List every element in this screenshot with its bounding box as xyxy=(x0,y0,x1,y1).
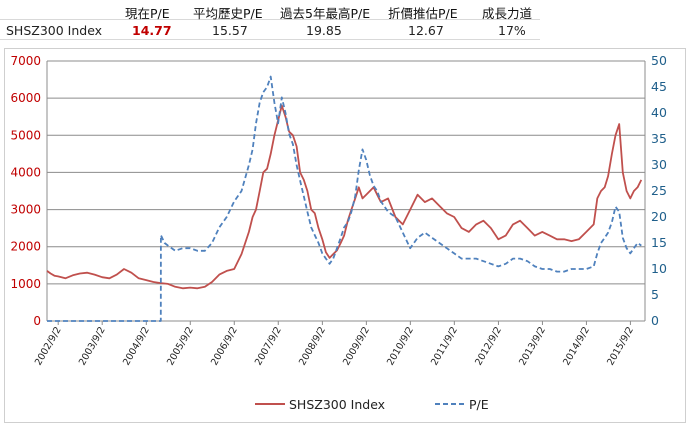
x-tick-label: 2007/9/2 xyxy=(253,325,284,367)
y-left-tick-label: 2000 xyxy=(10,240,41,254)
chart-area: 0 1000 2000 3000 4000 5000 6000 7000 0 5 10 15 20 25 3… xyxy=(4,48,686,423)
stats-table: 現在P/E 平均歷史P/E 過去5年最高P/E 折價推估P/E 成長力道 SHS… xyxy=(0,0,686,40)
stats-index-label: SHSZ300 Index xyxy=(6,23,103,38)
x-tick-label: 2009/9/2 xyxy=(341,325,372,367)
y-right-tick-label: 40 xyxy=(651,105,667,120)
y-right-tick-label: 0 xyxy=(651,313,659,328)
x-tick-label: 2014/9/2 xyxy=(561,325,592,367)
x-tick-label: 2010/9/2 xyxy=(385,325,416,367)
stats-value-5y-high-pe: 19.85 xyxy=(306,23,342,38)
stats-header-discount-pe: 折價推估P/E xyxy=(388,6,458,21)
legend-label: SHSZ300 Index xyxy=(289,397,385,412)
x-tick-label: 2013/9/2 xyxy=(517,325,548,367)
y-right-tick-label: 50 xyxy=(651,53,667,68)
y-right-tick-label: 5 xyxy=(651,287,659,302)
stats-divider xyxy=(0,19,540,20)
legend-label: P/E xyxy=(469,397,489,412)
y-left-tick-label: 3000 xyxy=(10,203,41,217)
y-right-tick-label: 15 xyxy=(651,235,667,250)
line-chart: 0 1000 2000 3000 4000 5000 6000 7000 0 5 10 15 20 25 3… xyxy=(10,53,667,412)
stats-header-growth: 成長力道 xyxy=(482,6,533,21)
y-left-tick-label: 4000 xyxy=(10,165,41,179)
x-tick-label: 2015/9/2 xyxy=(605,325,636,367)
x-tick-label: 2008/9/2 xyxy=(297,325,328,367)
y-right-tick-label: 45 xyxy=(651,79,667,94)
y-left-tick-label: 6000 xyxy=(10,91,41,105)
stats-header-5y-high-pe: 過去5年最高P/E xyxy=(280,6,371,21)
x-tick-label: 2011/9/2 xyxy=(429,325,460,367)
y-right-tick-label: 20 xyxy=(651,209,667,224)
stats-value-growth: 17% xyxy=(498,23,526,38)
x-tick-label: 2005/9/2 xyxy=(165,325,196,367)
y-left-tick-label: 5000 xyxy=(10,128,41,142)
stats-header-avg-pe: 平均歷史P/E xyxy=(193,6,263,21)
stats-value-current-pe: 14.77 xyxy=(132,23,172,38)
y-right-tick-label: 30 xyxy=(651,157,667,172)
y-right-tick-label: 35 xyxy=(651,131,667,146)
stats-value-discount-pe: 12.67 xyxy=(408,23,444,38)
x-tick-label: 2006/9/2 xyxy=(209,325,240,367)
y-right-tick-label: 10 xyxy=(651,261,667,276)
stats-divider xyxy=(0,39,540,40)
pe-series-line xyxy=(47,75,642,322)
stats-value-avg-pe: 15.57 xyxy=(212,23,248,38)
x-tick-label: 2003/9/2 xyxy=(77,325,108,367)
y-left-tick-label: 1000 xyxy=(10,277,41,291)
y-right-tick-label: 25 xyxy=(651,183,667,198)
stats-header-current-pe: 現在P/E xyxy=(125,6,170,21)
x-tick-label: 2002/9/2 xyxy=(33,325,64,367)
index-series-line xyxy=(46,104,643,290)
y-left-tick-label: 0 xyxy=(33,314,41,328)
x-tick-label: 2004/9/2 xyxy=(121,325,152,367)
y-left-tick-label: 7000 xyxy=(10,54,41,68)
x-tick-label: 2012/9/2 xyxy=(473,325,504,367)
